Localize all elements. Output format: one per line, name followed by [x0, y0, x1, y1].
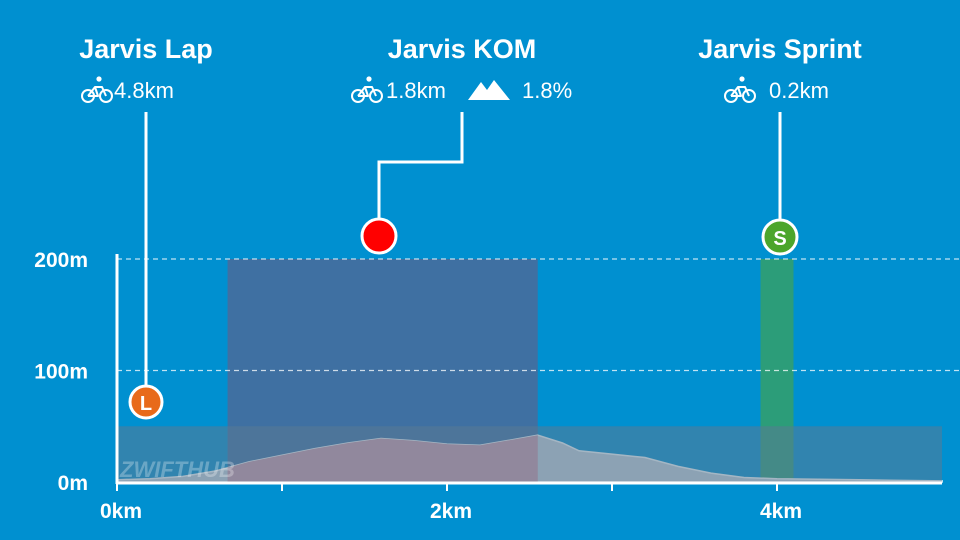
x-tick-label-2: 2km — [430, 500, 472, 523]
x-tick-label-0: 0km — [100, 500, 142, 523]
bike-frame — [87, 86, 107, 97]
kom-badge — [360, 217, 398, 255]
mountain-icon — [468, 80, 510, 100]
bike-frame — [730, 86, 750, 97]
bike-rider-head — [739, 76, 745, 82]
kom-leader-line — [377, 112, 464, 222]
gridlines — [117, 258, 960, 372]
sprint-badge — [761, 218, 799, 256]
kom-gradient: 1.8% — [522, 78, 572, 103]
y-tick-label-0: 0m — [58, 472, 88, 495]
axes: 0m 100m 200m 0km 2km 4km — [34, 249, 942, 523]
x-tick-label-4: 4km — [760, 500, 802, 523]
lap-badge-label: L — [140, 393, 152, 415]
bike-wheel-front — [99, 89, 113, 103]
bike-icon — [81, 76, 113, 103]
lap-badge — [128, 384, 164, 420]
segment-lap: Jarvis Lap 4.8km L — [79, 34, 213, 420]
watermark: ZWIFTHUB — [119, 457, 235, 482]
y-tick-label-200: 200m — [34, 249, 88, 272]
bike-rider-head — [366, 76, 372, 82]
lap-distance: 4.8km — [114, 78, 174, 103]
bike-rider-head — [96, 76, 102, 82]
elevation-profile — [116, 426, 943, 483]
lap-band — [117, 426, 942, 482]
bike-icon — [724, 76, 756, 103]
lap-title: Jarvis Lap — [79, 34, 213, 64]
y-tick-label-100: 100m — [34, 361, 88, 384]
sprint-badge-label: S — [773, 228, 786, 250]
bike-frame — [357, 86, 377, 97]
bike-wheel-front — [742, 89, 756, 103]
kom-title: Jarvis KOM — [388, 34, 537, 64]
bike-icon — [351, 76, 383, 103]
sprint-title: Jarvis Sprint — [698, 34, 862, 64]
sprint-distance: 0.2km — [769, 78, 829, 103]
segment-sprint: Jarvis Sprint 0.2km S — [698, 34, 862, 256]
kom-distance: 1.8km — [386, 78, 446, 103]
bike-wheel-front — [369, 89, 383, 103]
segment-kom: Jarvis KOM 1.8km 1.8% — [351, 34, 572, 255]
